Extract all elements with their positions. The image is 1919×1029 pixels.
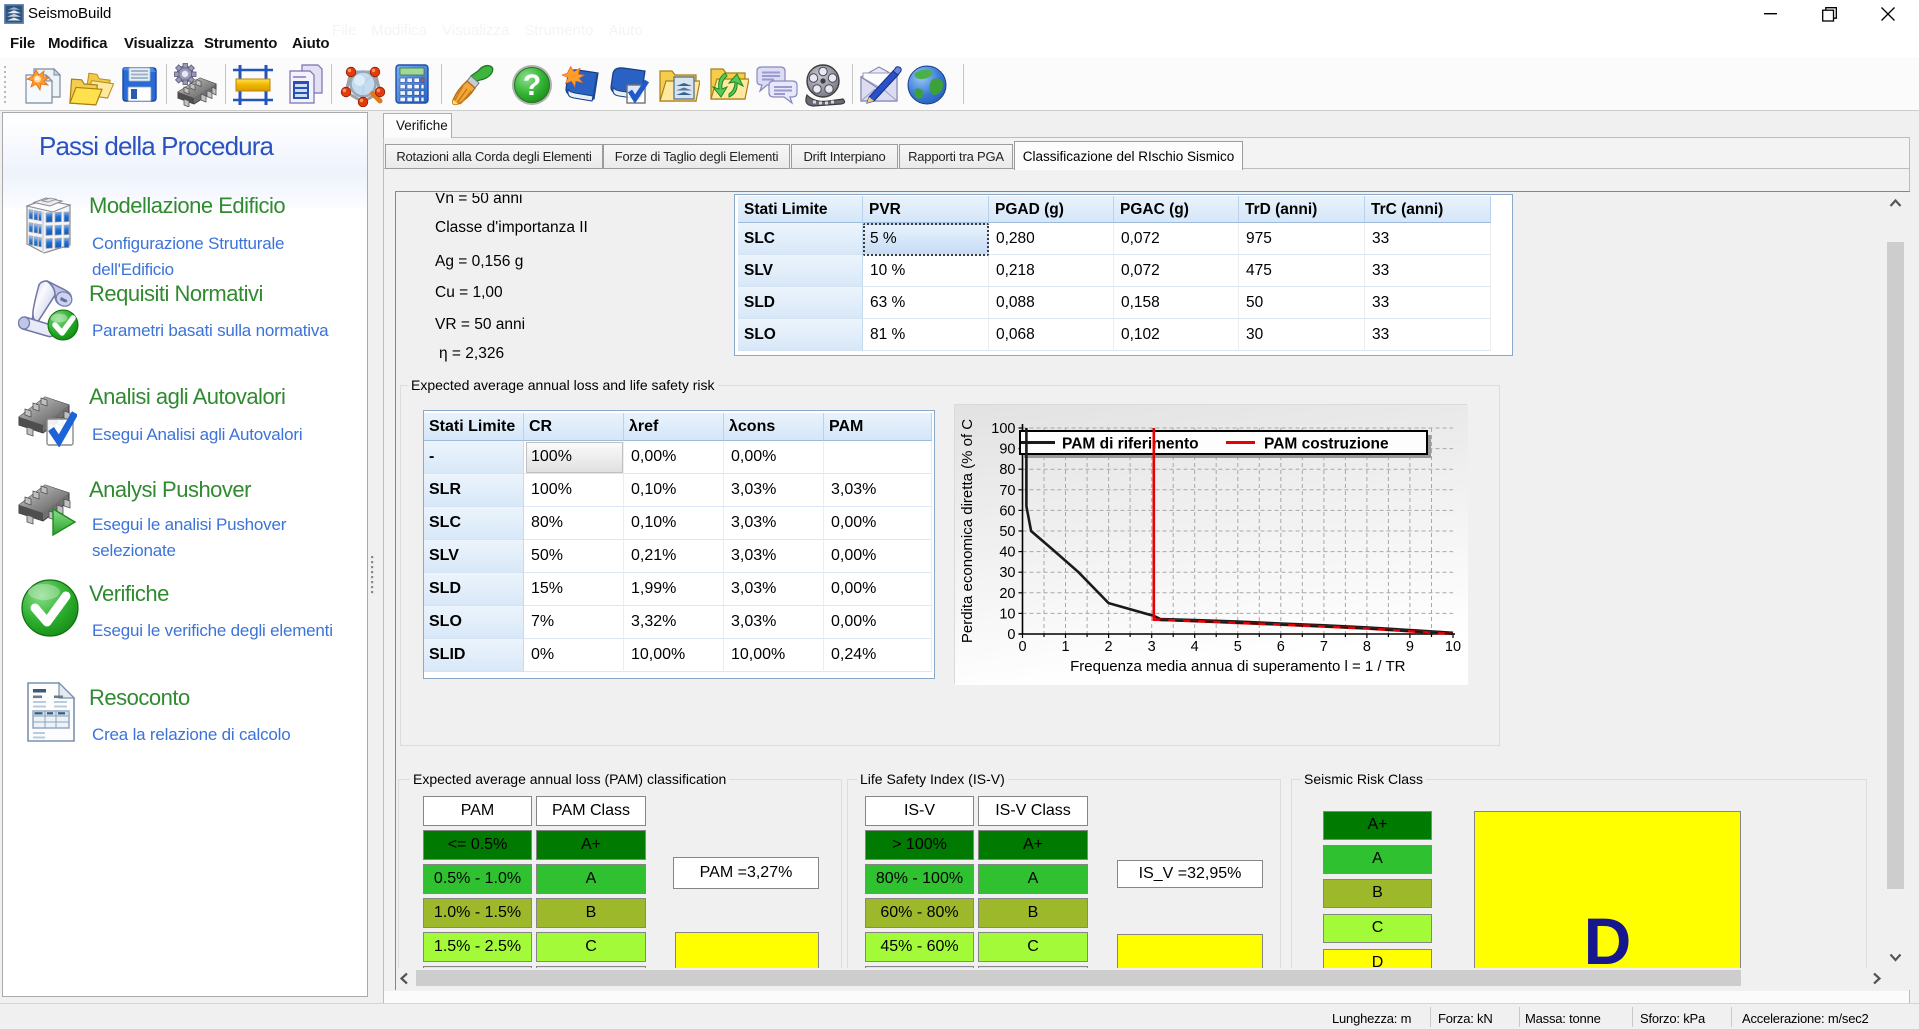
svg-text:60: 60	[999, 503, 1015, 519]
svg-text:Perdita economica diretta (% o: Perdita economica diretta (% of C	[959, 419, 976, 643]
svg-text:PAM costruzione: PAM costruzione	[1264, 436, 1389, 453]
svg-text:1: 1	[1061, 639, 1069, 655]
svg-text:Frequenza media annua di super: Frequenza media annua di superamento l =…	[1070, 658, 1406, 675]
svg-text:9: 9	[1406, 639, 1414, 655]
svg-text:7: 7	[1320, 639, 1328, 655]
svg-text:?: ?	[523, 69, 541, 102]
svg-text:20: 20	[999, 586, 1015, 602]
svg-text:0: 0	[1018, 639, 1026, 655]
svg-text:8: 8	[1363, 639, 1371, 655]
svg-text:50: 50	[999, 524, 1015, 540]
svg-text:10: 10	[999, 606, 1015, 622]
svg-text:80: 80	[999, 462, 1015, 478]
svg-text:4: 4	[1191, 639, 1199, 655]
svg-text:100: 100	[991, 421, 1015, 437]
svg-text:PAM di riferimento: PAM di riferimento	[1062, 436, 1199, 453]
svg-text:3: 3	[1148, 639, 1156, 655]
svg-text:6: 6	[1277, 639, 1285, 655]
svg-text:70: 70	[999, 483, 1015, 499]
svg-text:5: 5	[1234, 639, 1242, 655]
svg-text:10: 10	[1445, 639, 1461, 655]
svg-text:2: 2	[1105, 639, 1113, 655]
svg-text:30: 30	[999, 565, 1015, 581]
svg-text:40: 40	[999, 545, 1015, 561]
svg-text:0: 0	[1007, 627, 1015, 643]
svg-text:90: 90	[999, 442, 1015, 458]
